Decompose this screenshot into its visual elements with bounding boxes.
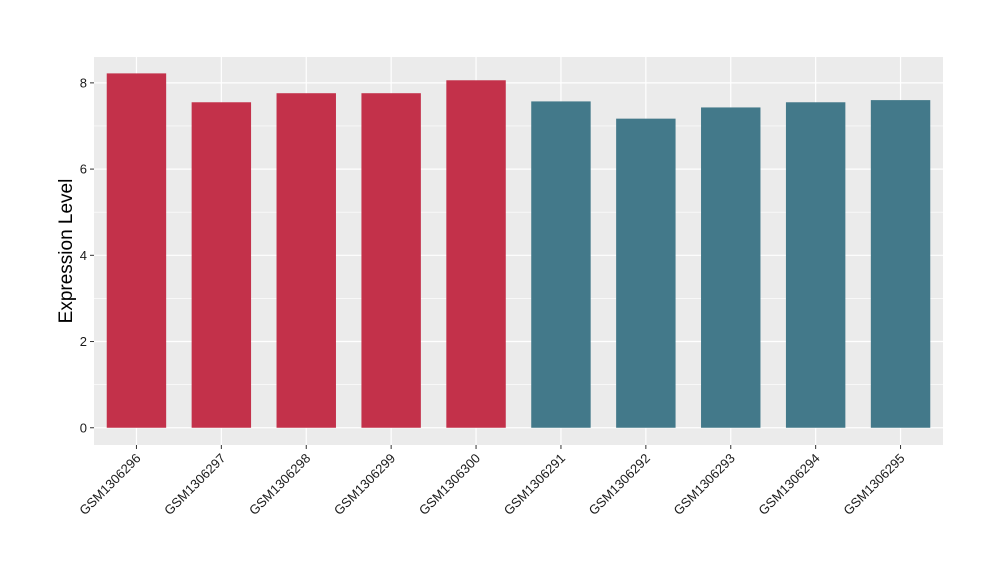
y-axis-title: Expression Level (56, 179, 77, 324)
x-tick-label: GSM1306299 (331, 451, 398, 518)
x-tick-label: GSM1306295 (840, 451, 907, 518)
bar-GSM1306299 (361, 93, 421, 428)
bar-GSM1306297 (191, 102, 252, 428)
bar-GSM1306294 (785, 102, 846, 428)
y-tick-label: 6 (80, 162, 87, 177)
y-tick-label: 8 (80, 75, 87, 90)
x-tick-label: GSM1306296 (76, 451, 143, 518)
y-tick-label: 2 (80, 334, 87, 349)
bar-GSM1306291 (531, 101, 591, 428)
y-tick-label: 4 (80, 248, 87, 263)
x-tick-label: GSM1306294 (755, 451, 822, 518)
x-axis: GSM1306296 GSM1306297 GSM1306298 GSM1306299… (76, 445, 908, 518)
bar-GSM1306300 (446, 80, 506, 428)
y-tick-label: 0 (80, 420, 87, 435)
x-tick-label: GSM1306298 (246, 451, 313, 518)
bar-GSM1306292 (616, 118, 676, 428)
x-tick-label: GSM1306292 (586, 451, 653, 518)
bar-GSM1306298 (276, 93, 336, 428)
bar-GSM1306293 (701, 107, 761, 428)
x-tick-label: GSM1306297 (161, 451, 228, 518)
x-tick-label: GSM1306293 (671, 451, 738, 518)
bars (106, 73, 931, 428)
bar-GSM1306295 (870, 100, 931, 428)
bar-GSM1306296 (106, 73, 167, 428)
x-tick-label: GSM1306300 (416, 451, 483, 518)
x-tick-label: GSM1306291 (501, 451, 568, 518)
y-axis: 0 2 4 6 8 (80, 75, 94, 435)
